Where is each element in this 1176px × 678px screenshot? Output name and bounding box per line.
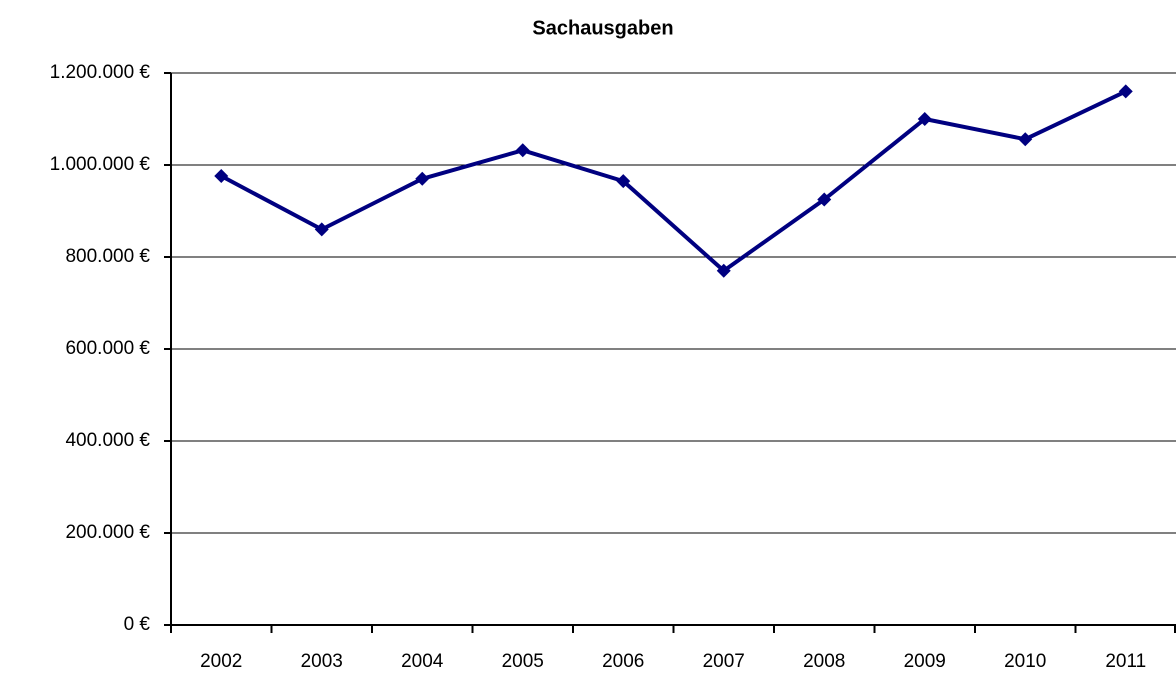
marker bbox=[314, 222, 329, 237]
x-tick-label: 2003 bbox=[301, 651, 343, 672]
y-tick-label: 0 € bbox=[124, 614, 151, 635]
x-tick-label: 2009 bbox=[904, 651, 946, 672]
x-tick-label: 2011 bbox=[1105, 651, 1146, 672]
x-tick-label: 2005 bbox=[502, 651, 544, 672]
chart-title: Sachausgaben bbox=[532, 17, 673, 39]
x-tick-label: 2010 bbox=[1004, 651, 1046, 672]
x-tick-label: 2004 bbox=[401, 651, 444, 672]
marker bbox=[716, 263, 731, 278]
x-tick-label: 2008 bbox=[803, 651, 845, 672]
marker bbox=[415, 171, 430, 186]
marker bbox=[616, 174, 631, 189]
marker bbox=[1118, 84, 1133, 99]
marker bbox=[214, 169, 229, 184]
x-tick-label: 2006 bbox=[602, 651, 644, 672]
line bbox=[220, 89, 1127, 273]
y-tick-label: 200.000 € bbox=[65, 522, 150, 543]
y-tick-label: 800.000 € bbox=[65, 246, 150, 267]
y-tick-label: 400.000 € bbox=[65, 430, 150, 451]
y-tick-label: 1.200.000 € bbox=[50, 62, 151, 83]
marker bbox=[917, 112, 932, 126]
marker bbox=[1018, 132, 1033, 147]
y-tick-label: 600.000 € bbox=[65, 338, 150, 359]
marker bbox=[515, 143, 530, 158]
marker bbox=[817, 192, 832, 207]
x-tick-label: 2007 bbox=[703, 651, 745, 672]
x-tick-label: 2002 bbox=[200, 651, 242, 672]
y-tick-label: 1.000.000 € bbox=[50, 154, 151, 175]
